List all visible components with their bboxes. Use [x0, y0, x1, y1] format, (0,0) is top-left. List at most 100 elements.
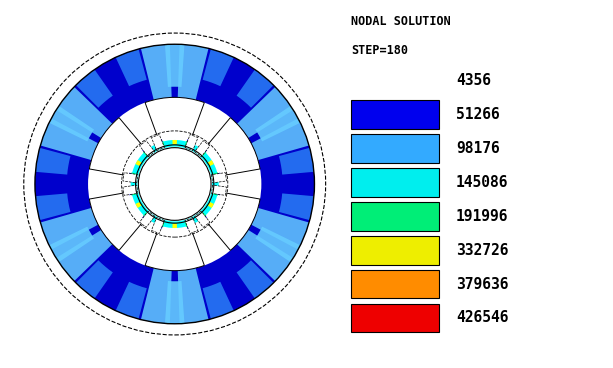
Wedge shape	[141, 44, 172, 100]
Bar	[351, 134, 440, 163]
Wedge shape	[36, 148, 70, 174]
Wedge shape	[186, 139, 194, 144]
Wedge shape	[205, 128, 256, 171]
Wedge shape	[145, 221, 204, 270]
Bar	[351, 270, 440, 298]
Bar	[211, 185, 226, 195]
Wedge shape	[56, 230, 112, 281]
Bar	[351, 202, 440, 231]
Wedge shape	[203, 49, 234, 86]
Wedge shape	[217, 188, 221, 195]
Wedge shape	[145, 98, 204, 147]
Wedge shape	[200, 146, 207, 153]
Wedge shape	[130, 173, 137, 181]
Wedge shape	[212, 173, 219, 181]
Wedge shape	[197, 211, 207, 221]
Wedge shape	[251, 118, 309, 160]
Wedge shape	[130, 187, 137, 195]
Text: 51266: 51266	[456, 107, 500, 122]
Wedge shape	[279, 194, 314, 220]
Wedge shape	[178, 268, 208, 324]
Wedge shape	[143, 211, 153, 221]
Bar	[185, 134, 198, 151]
Wedge shape	[185, 219, 194, 227]
Wedge shape	[93, 197, 145, 240]
Text: 191996: 191996	[456, 209, 508, 224]
Wedge shape	[237, 87, 293, 138]
Bar	[351, 168, 440, 197]
Wedge shape	[237, 230, 293, 281]
Wedge shape	[143, 147, 153, 157]
Wedge shape	[251, 208, 309, 250]
Wedge shape	[165, 281, 185, 324]
Bar	[185, 217, 198, 234]
Text: NODAL SOLUTION: NODAL SOLUTION	[351, 15, 451, 28]
Wedge shape	[36, 194, 70, 220]
Wedge shape	[142, 146, 149, 153]
Wedge shape	[172, 223, 177, 228]
Wedge shape	[116, 49, 147, 86]
Wedge shape	[128, 173, 132, 180]
Wedge shape	[35, 44, 314, 324]
Wedge shape	[256, 106, 300, 141]
Wedge shape	[208, 202, 214, 208]
Text: 145086: 145086	[456, 175, 508, 190]
Wedge shape	[89, 191, 150, 250]
Text: 4356: 4356	[456, 74, 491, 88]
Circle shape	[139, 148, 211, 220]
Wedge shape	[217, 173, 221, 180]
Text: 426546: 426546	[456, 311, 508, 325]
Wedge shape	[116, 282, 147, 319]
Wedge shape	[159, 223, 190, 270]
Wedge shape	[165, 44, 185, 87]
Bar	[195, 141, 210, 157]
Bar	[140, 211, 154, 227]
Text: 379636: 379636	[456, 277, 508, 291]
Bar	[211, 173, 226, 183]
Bar	[351, 236, 440, 265]
Text: STEP=180: STEP=180	[351, 44, 408, 57]
Wedge shape	[142, 215, 149, 222]
Wedge shape	[76, 70, 113, 108]
Wedge shape	[185, 141, 194, 149]
Wedge shape	[49, 106, 94, 141]
Wedge shape	[178, 44, 208, 100]
Bar	[195, 211, 210, 227]
Wedge shape	[40, 208, 98, 250]
Wedge shape	[208, 160, 214, 166]
Wedge shape	[203, 282, 234, 319]
Wedge shape	[156, 141, 165, 149]
Wedge shape	[135, 160, 142, 166]
Wedge shape	[256, 227, 300, 262]
Wedge shape	[56, 87, 112, 138]
Wedge shape	[135, 202, 142, 208]
Wedge shape	[200, 215, 207, 222]
Wedge shape	[212, 187, 219, 195]
Wedge shape	[49, 227, 94, 262]
Wedge shape	[131, 140, 219, 228]
Wedge shape	[141, 268, 172, 324]
Text: 332726: 332726	[456, 243, 508, 258]
Bar	[140, 141, 154, 157]
Wedge shape	[237, 260, 273, 298]
Wedge shape	[156, 219, 165, 227]
Wedge shape	[197, 147, 207, 157]
Wedge shape	[237, 70, 273, 108]
Wedge shape	[200, 118, 260, 177]
Wedge shape	[279, 148, 314, 174]
Wedge shape	[76, 260, 113, 298]
Wedge shape	[40, 118, 98, 160]
Wedge shape	[200, 191, 260, 250]
Wedge shape	[205, 197, 256, 240]
Wedge shape	[186, 224, 194, 229]
Bar	[151, 217, 164, 234]
Wedge shape	[156, 139, 163, 144]
Wedge shape	[172, 140, 177, 145]
Bar	[351, 304, 440, 332]
Text: 98176: 98176	[456, 141, 500, 156]
Wedge shape	[89, 118, 150, 177]
Wedge shape	[93, 128, 145, 171]
Wedge shape	[156, 224, 163, 229]
Bar	[123, 185, 138, 195]
Bar	[351, 100, 440, 129]
